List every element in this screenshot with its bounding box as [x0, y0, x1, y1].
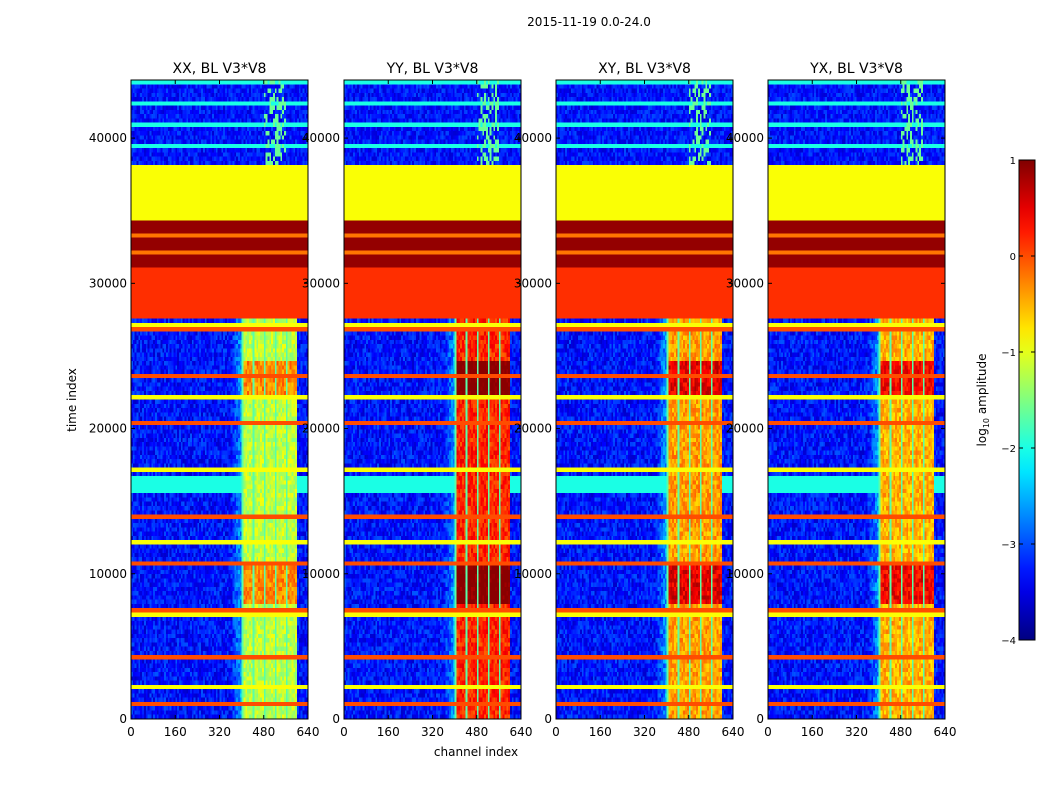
y-tick-label: 20000	[514, 422, 552, 436]
x-tick-label: 160	[377, 725, 400, 739]
x-tick-label: 0	[340, 725, 348, 739]
colorbar-tick-label: 0	[1010, 252, 1016, 263]
panel-title: XY, BL V3*V8	[598, 61, 691, 77]
x-tick-label: 160	[801, 725, 824, 739]
panel-xy: XY, BL V3*V8 0 160 320 480 640 0 10000 20000 3000…	[514, 61, 745, 739]
colorbar-tick-label: −3	[1001, 540, 1016, 551]
x-axis-label: channel index	[434, 745, 518, 759]
panel-title: YY, BL V3*V8	[386, 61, 479, 77]
heatmap-image	[131, 80, 308, 719]
y-tick-label: 30000	[302, 276, 340, 290]
colorbar-label-base: log	[975, 428, 989, 446]
x-tick-label: 480	[677, 725, 700, 739]
figure-title: 2015-11-19 0.0-24.0	[527, 15, 651, 29]
x-tick-label: 0	[127, 725, 135, 739]
y-tick-label: 10000	[514, 567, 552, 581]
y-tick-label: 30000	[726, 276, 764, 290]
heatmap-image	[556, 80, 733, 719]
x-tick-label: 320	[421, 725, 444, 739]
y-tick-label: 10000	[726, 567, 764, 581]
colorbar-tick-label: −4	[1001, 636, 1016, 647]
y-tick-label: 30000	[89, 276, 127, 290]
y-tick-label: 30000	[514, 276, 552, 290]
colorbar-gradient	[1018, 159, 1036, 641]
x-tick-label: 480	[889, 725, 912, 739]
y-tick-label: 0	[119, 712, 127, 726]
x-tick-label: 160	[164, 725, 187, 739]
heatmap-image	[344, 80, 521, 719]
colorbar-tick-label: −2	[1001, 444, 1016, 455]
y-tick-label: 40000	[726, 131, 764, 145]
x-tick-label: 320	[633, 725, 656, 739]
x-tick-label: 320	[845, 725, 868, 739]
heatmap-image	[768, 80, 945, 719]
colorbar-tick-label: −1	[1001, 348, 1016, 359]
x-tick-label: 320	[208, 725, 231, 739]
colorbar-label-subscript: 10	[982, 418, 991, 428]
y-tick-label: 0	[332, 712, 340, 726]
panel-yx: YX, BL V3*V8 0 160 320 480 640 0 10000 20000 3000…	[726, 61, 957, 739]
y-tick-label: 40000	[514, 131, 552, 145]
y-tick-label: 40000	[89, 131, 127, 145]
y-tick-label: 0	[544, 712, 552, 726]
colorbar-label-rest: amplitude	[975, 354, 989, 418]
y-tick-label: 20000	[726, 422, 764, 436]
panel-title: YX, BL V3*V8	[809, 61, 903, 77]
panel-title: XX, BL V3*V8	[173, 61, 267, 77]
y-tick-label: 20000	[302, 422, 340, 436]
panel-yy: YY, BL V3*V8 0 160 320 480 640 0 10000 20000 3000…	[302, 61, 533, 739]
x-tick-label: 640	[297, 725, 320, 739]
heatmap-panels: XX, BL V3*V8 0 160 320 480 640 0 10000 20000 3000…	[89, 61, 957, 739]
x-tick-label: 640	[934, 725, 957, 739]
colorbar-label: log10 amplitude	[975, 354, 991, 447]
x-tick-label: 480	[252, 725, 275, 739]
x-tick-label: 160	[589, 725, 612, 739]
colorbar-tick-label: 1	[1010, 156, 1016, 167]
panel-xx: XX, BL V3*V8 0 160 320 480 640 0 10000 20000 3000…	[89, 61, 320, 739]
x-tick-label: 480	[465, 725, 488, 739]
x-tick-label: 640	[510, 725, 533, 739]
y-tick-label: 0	[756, 712, 764, 726]
y-tick-label: 10000	[89, 567, 127, 581]
colorbar: 1 0 −1 −2 −3 −4	[1001, 156, 1036, 647]
y-axis-label: time index	[65, 368, 79, 432]
x-tick-label: 0	[552, 725, 560, 739]
x-tick-label: 640	[722, 725, 745, 739]
y-tick-label: 10000	[302, 567, 340, 581]
y-tick-label: 40000	[302, 131, 340, 145]
x-tick-label: 0	[764, 725, 772, 739]
y-tick-label: 20000	[89, 422, 127, 436]
